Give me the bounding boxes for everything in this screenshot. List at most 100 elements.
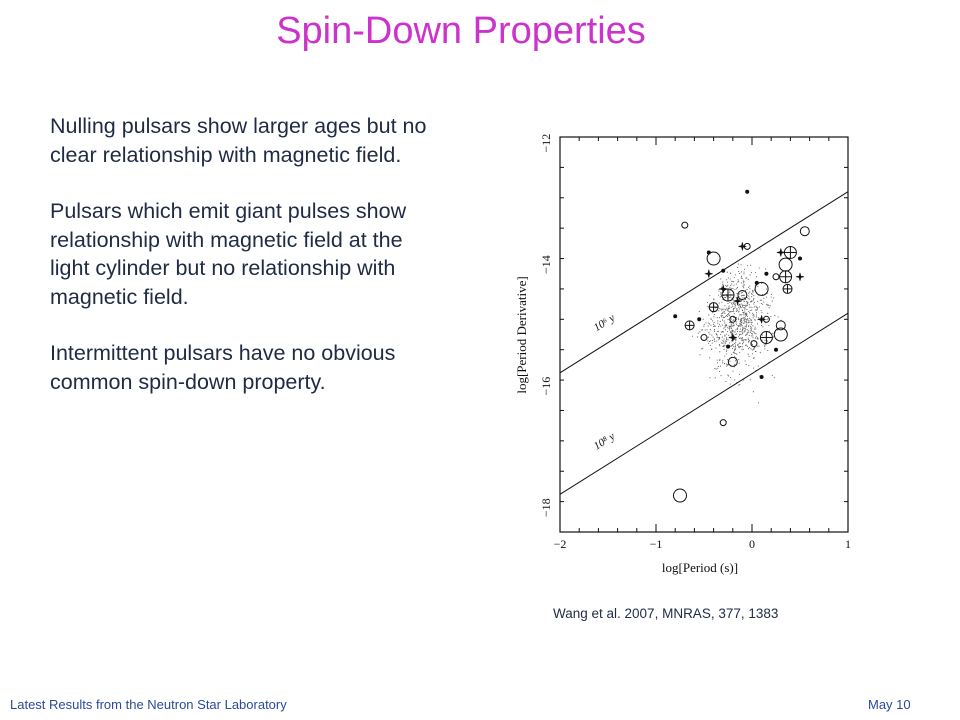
pulsar-dot xyxy=(734,303,736,305)
pulsar-dot xyxy=(735,329,737,331)
pulsar-dot xyxy=(753,299,755,301)
pulsar-dot xyxy=(721,336,723,338)
pulsar-dot xyxy=(729,286,731,288)
pulsar-dot xyxy=(744,310,746,312)
pulsar-dot xyxy=(740,277,742,279)
pulsar-dot xyxy=(742,341,745,343)
pulsar-dot xyxy=(696,336,699,338)
pulsar-dot xyxy=(711,320,714,322)
pulsar-dot xyxy=(765,288,767,290)
pulsar-dot xyxy=(728,342,731,344)
pulsar-dot xyxy=(738,337,740,339)
pulsar-dot xyxy=(728,306,730,308)
pulsar-dot xyxy=(731,283,733,285)
pulsar-marker-dot xyxy=(673,314,678,319)
pulsar-dot xyxy=(732,316,735,318)
pulsar-dot xyxy=(720,315,722,317)
pulsar-marker-dot xyxy=(706,250,711,255)
pulsar-dot xyxy=(744,360,746,362)
pulsar-dot xyxy=(766,318,768,321)
pulsar-dot xyxy=(730,272,732,274)
pulsar-dot xyxy=(743,307,745,309)
pulsar-dot xyxy=(741,336,743,338)
pulsar-dot xyxy=(773,377,775,379)
pulsar-dot xyxy=(733,346,735,348)
pulsar-dot xyxy=(750,322,752,324)
pulsar-dot xyxy=(726,339,728,341)
pulsar-dot xyxy=(754,332,756,334)
pulsar-dot xyxy=(737,344,739,347)
pulsar-dot xyxy=(730,334,732,336)
pulsar-dot xyxy=(752,353,754,355)
pulsar-dot xyxy=(723,345,725,347)
pulsar-dot xyxy=(714,325,716,327)
pulsar-dot xyxy=(736,286,739,289)
pulsar-dot xyxy=(755,351,757,353)
pulsar-marker-dot xyxy=(774,347,778,352)
pulsar-dot xyxy=(760,302,762,305)
pulsar-dot xyxy=(721,324,723,326)
pulsar-dot xyxy=(745,328,747,330)
pulsar-dot xyxy=(756,323,759,325)
nulling-pulsar-marker xyxy=(772,273,780,281)
pulsar-dot xyxy=(709,295,711,297)
pulsar-dot xyxy=(745,344,747,346)
pulsar-dot xyxy=(729,383,731,385)
pulsar-dot xyxy=(732,325,734,327)
pulsar-dot xyxy=(754,319,756,321)
pulsar-dot xyxy=(748,364,750,366)
pulsar-dot xyxy=(736,308,738,310)
pulsar-dot xyxy=(735,322,737,324)
pulsar-dot xyxy=(725,381,727,383)
pulsar-dot xyxy=(734,342,736,344)
pulsar-dot xyxy=(740,319,743,321)
pulsar-dot xyxy=(727,281,729,283)
pulsar-dot xyxy=(709,340,712,342)
pulsar-dot xyxy=(715,347,717,349)
pulsar-dot xyxy=(743,317,745,319)
pulsar-dot xyxy=(741,277,743,279)
pulsar-dot xyxy=(749,301,751,303)
pulsar-dot xyxy=(731,329,733,331)
pulsar-dot xyxy=(740,337,742,339)
pulsar-dot xyxy=(742,311,744,313)
footer-right: May 10 xyxy=(868,697,911,712)
pulsar-dot xyxy=(755,328,757,330)
pulsar-dot xyxy=(734,302,736,304)
pulsar-dot xyxy=(760,310,762,312)
pulsar-dot xyxy=(737,324,739,327)
pulsar-dot xyxy=(753,357,755,359)
pulsar-dot xyxy=(768,304,770,306)
pulsar-dot xyxy=(753,313,755,316)
pulsar-dot xyxy=(764,339,766,341)
pulsar-dot xyxy=(737,281,739,283)
pulsar-dot xyxy=(761,339,763,341)
pulsar-dot xyxy=(732,299,734,301)
pulsar-dot xyxy=(692,335,694,337)
pulsar-dot xyxy=(743,297,745,299)
pulsar-dot xyxy=(745,326,747,328)
pulsar-dot xyxy=(744,313,747,315)
pulsar-dot xyxy=(746,312,748,314)
pulsar-dot xyxy=(722,312,724,315)
pulsar-dot xyxy=(721,286,723,288)
pulsar-dot xyxy=(724,326,726,328)
pulsar-dot xyxy=(726,271,729,273)
pulsar-dot xyxy=(741,309,743,311)
pulsar-dot xyxy=(741,339,743,341)
pulsar-dot xyxy=(728,329,730,331)
pulsar-dot xyxy=(734,363,736,365)
pulsar-dot xyxy=(744,307,746,309)
pulsar-dot xyxy=(725,337,728,339)
pulsar-dot xyxy=(748,330,750,332)
pulsar-dot xyxy=(739,328,741,330)
nulling-pulsar-marker xyxy=(750,340,758,348)
pulsar-dot xyxy=(727,374,729,376)
pulsar-dot xyxy=(739,314,741,316)
pulsar-dot xyxy=(711,334,713,336)
pulsar-dot xyxy=(774,314,776,316)
pulsar-dot xyxy=(722,312,724,314)
pulsar-dot xyxy=(734,379,736,381)
pulsar-dot xyxy=(766,304,768,306)
pulsar-dot xyxy=(753,297,755,299)
